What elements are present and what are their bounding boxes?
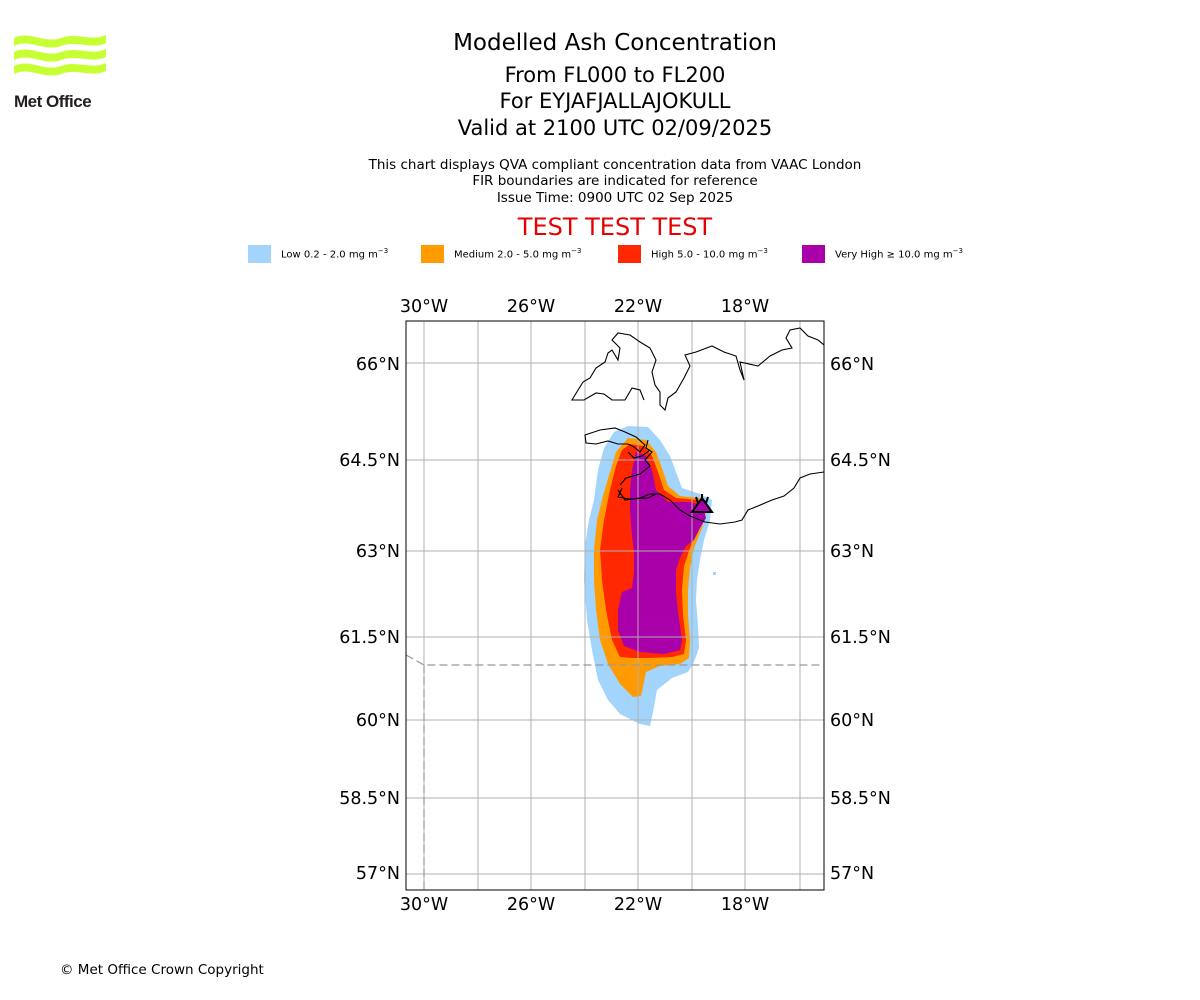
legend-exp-high: −3 (757, 247, 768, 256)
lat-tick-left-0: 66°N (356, 355, 400, 375)
lat-tick-right-1: 64.5°N (830, 451, 891, 471)
description-line-2: FIR boundaries are indicated for referen… (472, 173, 758, 189)
lat-tick-left-4: 60°N (356, 711, 400, 731)
iceland-coastline (571, 327, 824, 453)
volcano-name: For EYJAFJALLAJOKULL (499, 89, 731, 113)
reykjanes-peninsula (617, 487, 657, 500)
lat-tick-left-3: 61.5°N (339, 628, 400, 648)
lon-tick-top-1: 26°W (507, 297, 555, 317)
legend-label-medium: Medium 2.0 - 5.0 mg m (454, 249, 572, 261)
met-office-logo-icon (14, 35, 106, 76)
legend-item-high: High 5.0 - 10.0 mg m−3 (618, 244, 768, 264)
legend-label-very-high: Very High ≥ 10.0 mg m (835, 249, 953, 261)
legend-item-medium: Medium 2.0 - 5.0 mg m−3 (421, 244, 581, 264)
lon-tick-top-2: 22°W (614, 297, 662, 317)
lat-tick-right-0: 66°N (830, 355, 874, 375)
flight-level-range: From FL000 to FL200 (504, 63, 726, 87)
legend-label-low: Low 0.2 - 2.0 mg m (281, 249, 378, 261)
description-line-1: This chart displays QVA compliant concen… (368, 157, 862, 173)
lat-tick-left-1: 64.5°N (339, 451, 400, 471)
lon-tick-bottom-2: 22°W (614, 895, 662, 915)
lat-tick-right-2: 63°N (830, 542, 874, 562)
ash-low-speck (713, 572, 716, 575)
legend-swatch-medium (421, 245, 444, 263)
legend-label-high: High 5.0 - 10.0 mg m (651, 249, 758, 261)
lon-tick-bottom-0: 30°W (400, 895, 448, 915)
lat-tick-right-3: 61.5°N (830, 628, 891, 648)
legend-swatch-very-high (802, 245, 825, 263)
lon-ticks-bottom: 30°W 26°W 22°W 18°W (400, 895, 769, 915)
lon-tick-top-0: 30°W (400, 297, 448, 317)
map-plot-area (406, 321, 824, 890)
legend-exp-very-high: −3 (952, 247, 963, 256)
lon-ticks-top: 30°W 26°W 22°W 18°W (400, 297, 769, 317)
lat-ticks-right: 66°N 64.5°N 63°N 61.5°N 60°N 58.5°N 57°N (830, 355, 891, 884)
lat-ticks-left: 66°N 64.5°N 63°N 61.5°N 60°N 58.5°N 57°N (339, 355, 400, 884)
copyright-notice: © Met Office Crown Copyright (60, 962, 264, 978)
chart-title: Modelled Ash Concentration (453, 30, 777, 56)
ash-very-high-region (618, 452, 706, 654)
lat-tick-left-5: 58.5°N (339, 789, 400, 809)
lon-tick-bottom-1: 26°W (507, 895, 555, 915)
lon-tick-bottom-3: 18°W (721, 895, 769, 915)
lon-tick-top-3: 18°W (721, 297, 769, 317)
legend-swatch-low (248, 245, 271, 263)
legend-swatch-high (618, 245, 641, 263)
legend-item-low: Low 0.2 - 2.0 mg m−3 (248, 244, 388, 264)
lat-tick-right-6: 57°N (830, 864, 874, 884)
legend-item-very-high: Very High ≥ 10.0 mg m−3 (802, 244, 963, 264)
lat-tick-left-2: 63°N (356, 542, 400, 562)
lat-tick-right-4: 60°N (830, 711, 874, 731)
map-frame (405, 320, 825, 891)
valid-time: Valid at 2100 UTC 02/09/2025 (457, 116, 773, 140)
iceland-west-coast (627, 449, 651, 459)
test-banner: TEST TEST TEST (517, 213, 713, 241)
logo-text: Met Office (14, 92, 92, 111)
volcano-icon (690, 494, 714, 513)
fir-boundaries (406, 654, 824, 890)
lat-tick-right-5: 58.5°N (830, 789, 891, 809)
lat-tick-left-6: 57°N (356, 864, 400, 884)
iceland-south-coast (617, 439, 824, 525)
issue-time: Issue Time: 0900 UTC 02 Sep 2025 (496, 190, 734, 206)
legend-exp-low: −3 (377, 247, 389, 256)
legend-exp-medium: −3 (571, 247, 582, 256)
gridlines (406, 321, 824, 890)
